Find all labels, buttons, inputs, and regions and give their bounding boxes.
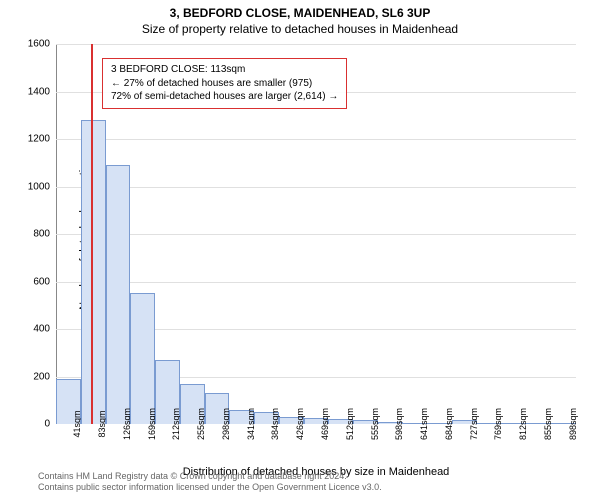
x-tick-label: 641sqm — [415, 408, 429, 440]
x-tick-label: 684sqm — [440, 408, 454, 440]
x-tick-label: 812sqm — [514, 408, 528, 440]
footer-attribution: Contains HM Land Registry data © Crown c… — [38, 471, 382, 494]
gridline — [56, 139, 576, 140]
y-tick-label: 1000 — [28, 181, 56, 192]
x-tick-label: 512sqm — [341, 408, 355, 440]
chart-title-main: 3, BEDFORD CLOSE, MAIDENHEAD, SL6 3UP — [0, 0, 600, 20]
gridline — [56, 282, 576, 283]
gridline — [56, 44, 576, 45]
x-tick-label: 384sqm — [266, 408, 280, 440]
x-tick-label: 426sqm — [291, 408, 305, 440]
x-tick-label: 898sqm — [564, 408, 578, 440]
chart-title-sub: Size of property relative to detached ho… — [0, 20, 600, 36]
y-tick-label: 400 — [33, 324, 56, 335]
y-tick-label: 1400 — [28, 86, 56, 97]
x-tick-label: 727sqm — [465, 408, 479, 440]
x-tick-label: 769sqm — [489, 408, 503, 440]
histogram-bar — [106, 165, 131, 424]
y-tick-label: 1200 — [28, 134, 56, 145]
x-tick-label: 598sqm — [390, 408, 404, 440]
x-tick-label: 855sqm — [539, 408, 553, 440]
footer-line: Contains HM Land Registry data © Crown c… — [38, 471, 382, 483]
gridline — [56, 187, 576, 188]
annotation-line: 72% of semi-detached houses are larger (… — [111, 90, 338, 104]
property-marker-line — [91, 44, 93, 424]
footer-line: Contains public sector information licen… — [38, 482, 382, 494]
annotation-line: 3 BEDFORD CLOSE: 113sqm — [111, 63, 338, 77]
y-tick-label: 600 — [33, 276, 56, 287]
gridline — [56, 234, 576, 235]
y-tick-label: 800 — [33, 229, 56, 240]
x-tick-label: 469sqm — [316, 408, 330, 440]
y-tick-label: 200 — [33, 371, 56, 382]
y-tick-label: 1600 — [28, 39, 56, 50]
x-tick-label: 555sqm — [366, 408, 380, 440]
histogram-bar — [130, 293, 155, 424]
annotation-box: 3 BEDFORD CLOSE: 113sqm ← 27% of detache… — [102, 58, 347, 109]
histogram-bar — [81, 120, 106, 424]
annotation-line: ← 27% of detached houses are smaller (97… — [111, 77, 338, 91]
chart-area: Number of detached properties Distributi… — [56, 44, 576, 424]
y-tick-label: 0 — [44, 419, 56, 430]
